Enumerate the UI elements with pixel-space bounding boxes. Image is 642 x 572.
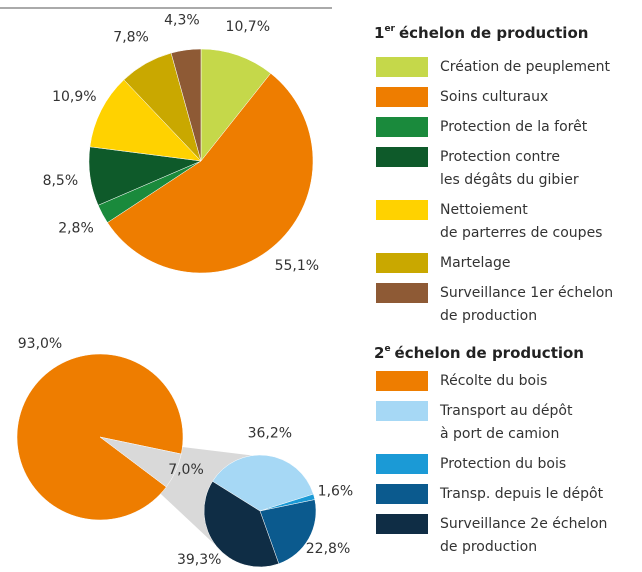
legend-title-suffix: e bbox=[384, 344, 390, 354]
legend-title: 1er échelon de production bbox=[374, 24, 588, 42]
pie-slice bbox=[259, 499, 317, 565]
value-label: 55,1% bbox=[275, 258, 319, 274]
legend-label: de production bbox=[440, 308, 537, 324]
legend-swatch bbox=[376, 454, 428, 474]
legend-label: à port de camion bbox=[440, 426, 559, 442]
value-label: 8,5% bbox=[43, 173, 79, 189]
legend-label: Protection du bois bbox=[440, 456, 566, 472]
legend-swatch bbox=[376, 253, 428, 273]
pie-slice bbox=[89, 79, 202, 162]
legend-swatch bbox=[376, 57, 428, 77]
value-label: 7,0% bbox=[168, 462, 204, 478]
legend-label: Transp. depuis le dépôt bbox=[439, 486, 604, 502]
value-label: 93,0% bbox=[18, 336, 62, 352]
pie-slice bbox=[170, 48, 202, 162]
legend-title-text: échelon de production bbox=[395, 344, 584, 362]
legend-label: de parterres de coupes bbox=[440, 225, 602, 241]
legend-label: de production bbox=[440, 539, 537, 555]
value-label: 22,8% bbox=[306, 541, 350, 557]
legend-label: les dégâts du gibier bbox=[440, 172, 579, 188]
legend-label: Récolte du bois bbox=[440, 373, 547, 389]
legend-label: Création de peuplement bbox=[440, 59, 611, 75]
legend-title-number: 1 bbox=[374, 24, 384, 42]
legend-swatch bbox=[376, 514, 428, 534]
legend-title-suffix: er bbox=[384, 24, 395, 34]
legend-label: Nettoiement bbox=[440, 202, 528, 218]
legend-label: Surveillance 1er échelon bbox=[440, 285, 613, 301]
legend-title: 2e échelon de production bbox=[374, 344, 584, 362]
legend-label: Protection contre bbox=[440, 149, 560, 165]
legend-swatch bbox=[376, 87, 428, 107]
legend-swatch bbox=[376, 147, 428, 167]
legend-title-number: 2 bbox=[374, 344, 384, 362]
value-label: 7,8% bbox=[113, 29, 149, 45]
legend-title-text: échelon de production bbox=[399, 24, 588, 42]
legend-swatch bbox=[376, 200, 428, 220]
legend-label: Protection de la forêt bbox=[440, 119, 588, 135]
pie-slice bbox=[99, 436, 182, 488]
legend-swatch bbox=[376, 401, 428, 421]
legend-label: Transport au dépôt bbox=[439, 403, 573, 419]
pie-slice bbox=[203, 480, 280, 568]
legend-swatch bbox=[376, 484, 428, 504]
legend-label: Surveillance 2e échelon bbox=[440, 516, 607, 532]
legend-label: Martelage bbox=[440, 255, 511, 271]
legend-swatch bbox=[376, 371, 428, 391]
value-label: 2,8% bbox=[58, 220, 94, 236]
pie-slice bbox=[200, 48, 272, 162]
legend-swatch bbox=[376, 117, 428, 137]
value-label: 10,7% bbox=[226, 19, 270, 35]
legend-label: Soins culturaux bbox=[440, 89, 548, 105]
value-label: 36,2% bbox=[248, 426, 292, 442]
value-label: 39,3% bbox=[177, 552, 221, 568]
value-label: 10,9% bbox=[52, 89, 96, 105]
legend-swatch bbox=[376, 283, 428, 303]
value-label: 4,3% bbox=[164, 12, 200, 28]
pie-slice bbox=[107, 72, 314, 274]
value-label: 1,6% bbox=[318, 483, 354, 499]
